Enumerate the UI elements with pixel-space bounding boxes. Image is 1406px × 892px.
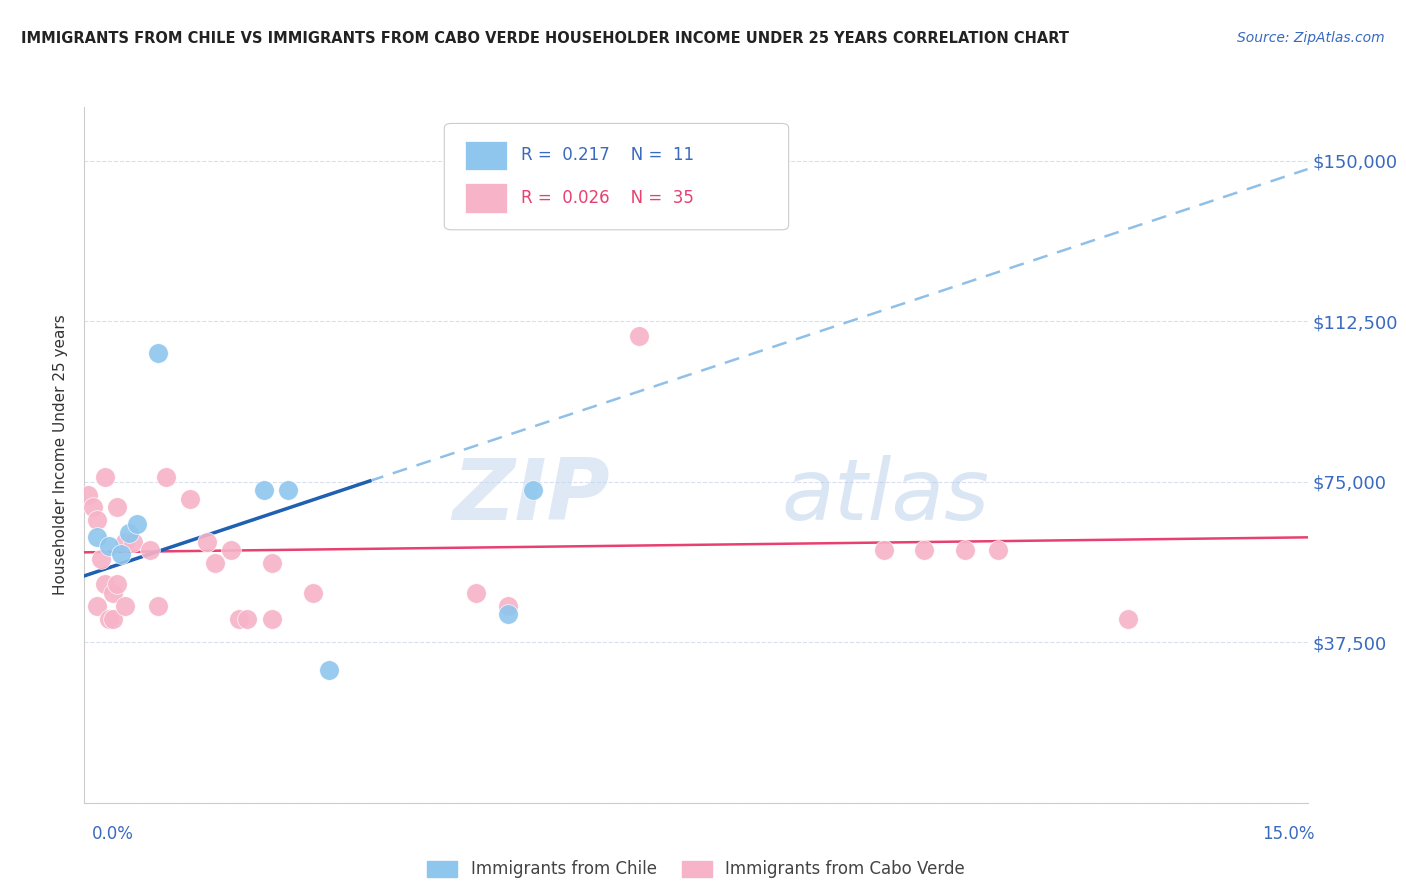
Point xyxy=(627,329,650,343)
Point xyxy=(301,586,323,600)
Point xyxy=(219,543,242,558)
Point xyxy=(236,612,259,626)
Point xyxy=(872,543,894,558)
Point xyxy=(93,470,117,484)
Text: IMMIGRANTS FROM CHILE VS IMMIGRANTS FROM CABO VERDE HOUSEHOLDER INCOME UNDER 25 : IMMIGRANTS FROM CHILE VS IMMIGRANTS FROM… xyxy=(21,31,1069,46)
Point xyxy=(204,556,226,570)
Point xyxy=(114,534,136,549)
Point xyxy=(318,663,340,677)
Point xyxy=(146,346,169,360)
Point xyxy=(86,530,108,544)
Text: Source: ZipAtlas.com: Source: ZipAtlas.com xyxy=(1237,31,1385,45)
Point xyxy=(953,543,976,558)
Point xyxy=(122,534,145,549)
Point xyxy=(138,543,160,558)
Point xyxy=(118,526,141,541)
Point xyxy=(90,551,112,566)
Point xyxy=(105,577,128,591)
Point xyxy=(114,599,136,613)
Point xyxy=(498,599,520,613)
Point xyxy=(195,534,218,549)
Point xyxy=(105,500,128,515)
Y-axis label: Householder Income Under 25 years: Householder Income Under 25 years xyxy=(53,315,69,595)
Text: 0.0%: 0.0% xyxy=(91,825,134,843)
Point xyxy=(77,487,100,501)
Point xyxy=(987,543,1010,558)
Point xyxy=(86,599,108,613)
Point xyxy=(146,599,169,613)
Point xyxy=(101,586,124,600)
Point xyxy=(82,500,104,515)
Text: atlas: atlas xyxy=(782,455,990,538)
Point xyxy=(228,612,250,626)
Text: R =  0.026    N =  35: R = 0.026 N = 35 xyxy=(520,189,693,207)
Text: R =  0.217    N =  11: R = 0.217 N = 11 xyxy=(520,146,693,164)
Point xyxy=(464,586,486,600)
Point xyxy=(260,556,283,570)
Point xyxy=(110,548,132,562)
Point xyxy=(277,483,299,498)
Point xyxy=(86,513,108,527)
Text: 15.0%: 15.0% xyxy=(1263,825,1315,843)
Point xyxy=(260,612,283,626)
Point xyxy=(97,539,120,553)
Point xyxy=(93,577,117,591)
Point xyxy=(101,612,124,626)
Point xyxy=(498,607,520,622)
Point xyxy=(253,483,276,498)
Point xyxy=(912,543,935,558)
Point xyxy=(179,491,201,506)
Point xyxy=(127,517,149,532)
Text: ZIP: ZIP xyxy=(453,455,610,538)
Point xyxy=(1116,612,1139,626)
Legend: Immigrants from Chile, Immigrants from Cabo Verde: Immigrants from Chile, Immigrants from C… xyxy=(420,854,972,885)
Point xyxy=(522,483,544,498)
Point xyxy=(97,612,120,626)
Point xyxy=(155,470,177,484)
